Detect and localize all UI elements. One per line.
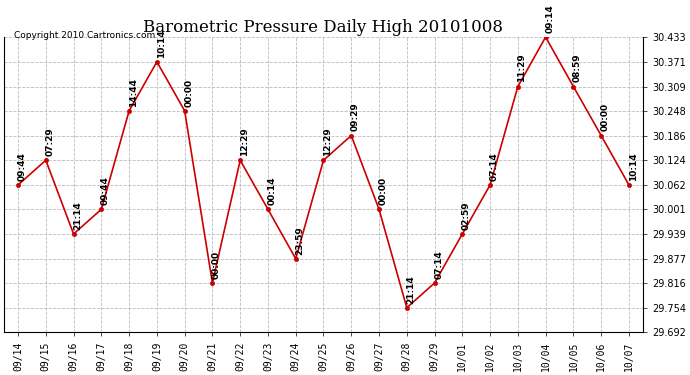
Text: 11:29: 11:29 — [518, 54, 526, 82]
Text: 09:44: 09:44 — [101, 176, 110, 205]
Text: 21:14: 21:14 — [73, 201, 82, 230]
Text: 00:14: 00:14 — [268, 177, 277, 205]
Text: 23:59: 23:59 — [295, 226, 304, 255]
Text: 12:29: 12:29 — [240, 128, 249, 156]
Text: 00:00: 00:00 — [379, 177, 388, 205]
Text: 07:29: 07:29 — [46, 128, 55, 156]
Text: 07:14: 07:14 — [490, 152, 499, 181]
Text: 10:14: 10:14 — [629, 152, 638, 181]
Text: 00:00: 00:00 — [212, 251, 221, 279]
Text: 14:44: 14:44 — [129, 78, 138, 106]
Text: 02:59: 02:59 — [462, 201, 471, 230]
Text: Copyright 2010 Cartronics.com: Copyright 2010 Cartronics.com — [14, 30, 155, 39]
Text: 09:29: 09:29 — [351, 103, 360, 131]
Text: 12:29: 12:29 — [323, 128, 332, 156]
Title: Barometric Pressure Daily High 20101008: Barometric Pressure Daily High 20101008 — [144, 18, 504, 36]
Text: 09:14: 09:14 — [545, 4, 554, 33]
Text: 10:14: 10:14 — [157, 29, 166, 58]
Text: 09:44: 09:44 — [18, 152, 27, 181]
Text: 08:59: 08:59 — [573, 54, 582, 82]
Text: 00:00: 00:00 — [184, 78, 193, 106]
Text: 00:00: 00:00 — [601, 103, 610, 131]
Text: 21:14: 21:14 — [406, 275, 415, 303]
Text: 07:14: 07:14 — [434, 250, 443, 279]
